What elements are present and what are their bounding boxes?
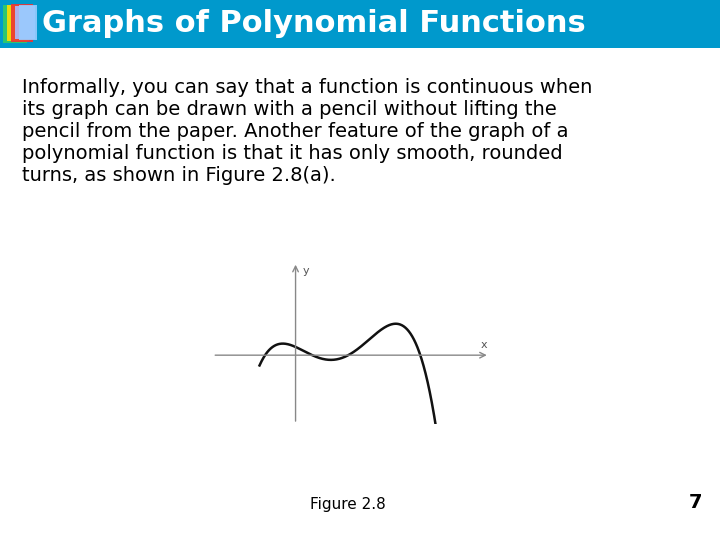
Bar <box>11 4 33 42</box>
Bar <box>15 6 35 39</box>
Bar <box>0 0 720 48</box>
Text: x: x <box>480 340 487 350</box>
Text: y: y <box>302 266 309 275</box>
Text: turns, as shown in Figure 2.8(a).: turns, as shown in Figure 2.8(a). <box>22 166 336 185</box>
Bar <box>7 5 29 41</box>
Bar <box>19 5 37 40</box>
Text: (a)   Polynomial functions have graphs: (a) Polynomial functions have graphs <box>232 390 489 403</box>
Bar <box>3 5 27 43</box>
Text: Informally, you can say that a function is continuous when: Informally, you can say that a function … <box>22 78 593 97</box>
Text: Graphs of Polynomial Functions: Graphs of Polynomial Functions <box>42 10 586 38</box>
Text: pencil from the paper. Another feature of the graph of a: pencil from the paper. Another feature o… <box>22 122 569 141</box>
Text: its graph can be drawn with a pencil without lifting the: its graph can be drawn with a pencil wit… <box>22 100 557 119</box>
Text: 7: 7 <box>688 493 702 512</box>
Text: polynomial function is that it has only smooth, rounded: polynomial function is that it has only … <box>22 144 562 163</box>
Text: with smooth, rounded turns.: with smooth, rounded turns. <box>232 404 455 417</box>
Text: Figure 2.8: Figure 2.8 <box>310 497 386 512</box>
